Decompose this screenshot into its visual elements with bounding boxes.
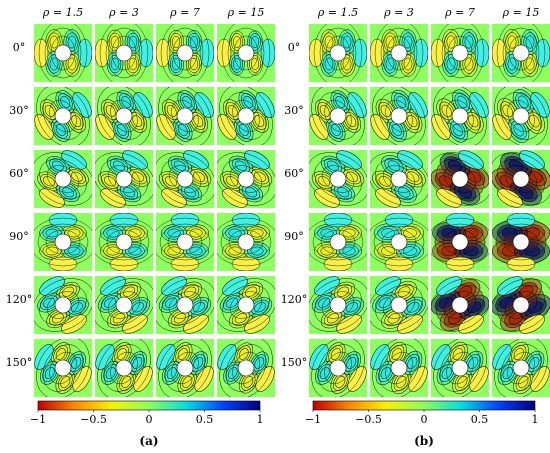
contour-tile-1-3-1	[370, 213, 428, 271]
contour-tile-0-2-1	[95, 150, 153, 208]
contour-tile-1-0-1	[370, 24, 428, 82]
contour-tile-1-4-3	[492, 276, 550, 334]
contour-tile-1-5-2	[431, 339, 489, 397]
contour-tile-1-1-1	[370, 87, 428, 145]
contour-tile-1-3-0	[309, 213, 367, 271]
contour-tile-0-2-0	[34, 150, 92, 208]
contour-tile-0-3-1	[95, 213, 153, 271]
colorbar	[37, 400, 261, 411]
colorbar-tick-label: 0.5	[471, 413, 489, 426]
contour-tile-0-1-2	[156, 87, 214, 145]
contour-tile-1-5-0	[309, 339, 367, 397]
colorbar-tick-label: 0	[421, 413, 428, 426]
contour-tile-1-4-0	[309, 276, 367, 334]
colorbar-tick-label: −0.5	[80, 413, 107, 426]
row-label: 120°	[6, 293, 33, 306]
contour-tile-0-5-0	[34, 339, 92, 397]
row-label: 60°	[284, 167, 304, 180]
panel-caption: (b)	[414, 434, 434, 448]
contour-tile-0-4-2	[156, 276, 214, 334]
contour-tile-0-5-2	[156, 339, 214, 397]
contour-tile-0-3-0	[34, 213, 92, 271]
contour-tile-1-2-2	[431, 150, 489, 208]
contour-tile-1-1-2	[431, 87, 489, 145]
row-label: 150°	[281, 356, 308, 369]
row-label: 30°	[9, 104, 29, 117]
contour-tile-0-0-0	[34, 24, 92, 82]
contour-tile-0-3-3	[217, 213, 275, 271]
contour-tile-1-1-0	[309, 87, 367, 145]
contour-tile-0-2-3	[217, 150, 275, 208]
row-label: 60°	[9, 167, 29, 180]
column-header: ρ = 3	[108, 6, 139, 19]
colorbar-tick-label: −0.5	[355, 413, 382, 426]
contour-tile-0-0-2	[156, 24, 214, 82]
contour-tile-0-3-2	[156, 213, 214, 271]
column-header: ρ = 15	[227, 6, 265, 19]
contour-tile-1-3-3	[492, 213, 550, 271]
contour-tile-0-1-3	[217, 87, 275, 145]
colorbar-tick-label: 1	[257, 413, 264, 426]
contour-tile-1-2-3	[492, 150, 550, 208]
row-label: 90°	[9, 230, 29, 243]
colorbar-tick-label: 0.5	[196, 413, 214, 426]
row-label: 90°	[284, 230, 304, 243]
colorbar-tick-label: 0	[146, 413, 153, 426]
contour-tile-0-0-3	[217, 24, 275, 82]
column-header: ρ = 7	[169, 6, 200, 19]
colorbar	[312, 400, 536, 411]
contour-tile-0-5-1	[95, 339, 153, 397]
column-header: ρ = 7	[444, 6, 475, 19]
row-label: 150°	[6, 356, 33, 369]
contour-tile-1-1-3	[492, 87, 550, 145]
panel-b: ρ = 1.5 ρ = 3 ρ = 7 ρ = 15 0° 30° 60° 90° 120° 15…	[281, 6, 550, 448]
contour-tile-0-4-1	[95, 276, 153, 334]
colorbar-tick-label: 1	[532, 413, 539, 426]
contour-tile-1-0-3	[492, 24, 550, 82]
colorbar-tick-label: −1	[30, 413, 46, 426]
column-header: ρ = 1.5	[42, 6, 83, 19]
colorbar-tick-label: −1	[305, 413, 321, 426]
panel-caption: (a)	[139, 434, 158, 448]
contour-tile-1-0-0	[309, 24, 367, 82]
contour-tile-1-2-1	[370, 150, 428, 208]
column-header: ρ = 15	[502, 6, 540, 19]
contour-tile-1-5-3	[492, 339, 550, 397]
row-label: 0°	[288, 41, 301, 54]
contour-tile-1-0-2	[431, 24, 489, 82]
contour-tile-0-4-3	[217, 276, 275, 334]
contour-tile-0-1-1	[95, 87, 153, 145]
panel-a: ρ = 1.5 ρ = 3 ρ = 7 ρ = 15 0° 30° 60° 90° 120° 15…	[6, 6, 275, 448]
contour-tile-1-5-1	[370, 339, 428, 397]
contour-tile-1-2-0	[309, 150, 367, 208]
contour-tile-1-4-2	[431, 276, 489, 334]
contour-tile-0-2-2	[156, 150, 214, 208]
contour-tile-1-3-2	[431, 213, 489, 271]
contour-tile-0-4-0	[34, 276, 92, 334]
contour-tile-0-5-3	[217, 339, 275, 397]
row-label: 30°	[284, 104, 304, 117]
contour-tile-0-1-0	[34, 87, 92, 145]
contour-tile-1-4-1	[370, 276, 428, 334]
contour-tile-0-0-1	[95, 24, 153, 82]
row-label: 120°	[281, 293, 308, 306]
column-header: ρ = 3	[383, 6, 414, 19]
column-header: ρ = 1.5	[317, 6, 358, 19]
row-label: 0°	[13, 41, 26, 54]
